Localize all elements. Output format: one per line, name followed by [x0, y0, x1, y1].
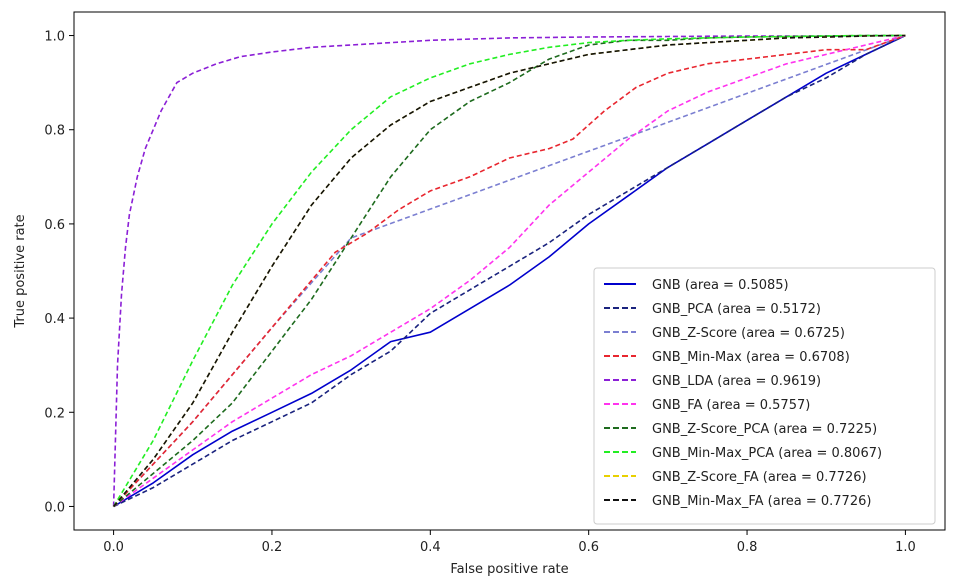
ticks-layer: 0.0 0.2 0.4 0.6 0.8 1.0 0.0 0.2 0.4 0.6 0.8 1.0: [44, 30, 915, 555]
legend-label-9: GNB_Min-Max_FA (area = 0.7726): [652, 494, 871, 509]
legend-label-2: GNB_Z-Score (area = 0.6725): [652, 326, 845, 341]
y-tick-label: 0.0: [44, 500, 65, 515]
y-axis-label: True positive rate: [13, 214, 28, 328]
legend-label-8: GNB_Z-Score_FA (area = 0.7726): [652, 470, 867, 485]
y-tick-label: 0.4: [44, 312, 65, 327]
x-tick-label: 1.0: [895, 540, 916, 555]
y-tick-label: 1.0: [44, 30, 65, 45]
legend-label-3: GNB_Min-Max (area = 0.6708): [652, 350, 850, 365]
legend-label-5: GNB_FA (area = 0.5757): [652, 398, 810, 413]
series-line-0: [113, 34, 906, 508]
x-axis-label: False positive rate: [450, 562, 568, 577]
legend-label-0: GNB (area = 0.5085): [652, 278, 789, 293]
series-line-2: [113, 34, 906, 508]
y-tick-label: 0.8: [44, 124, 65, 139]
x-tick-label: 0.0: [103, 540, 124, 555]
legend-label-7: GNB_Min-Max_PCA (area = 0.8067): [652, 446, 882, 461]
series-line-6: [113, 34, 906, 508]
x-tick-label: 0.4: [420, 540, 441, 555]
x-tick-label: 0.2: [262, 540, 283, 555]
legend-box: [593, 267, 936, 525]
plot-frame: [73, 11, 946, 531]
series-line-1: [113, 34, 906, 508]
series-line-5: [113, 34, 906, 508]
x-tick-label: 0.8: [737, 540, 758, 555]
legend-label-4: GNB_LDA (area = 0.9619): [652, 374, 821, 389]
legend: GNB (area = 0.5085) GNB_PCA (area = 0.517…: [593, 267, 936, 525]
series-layer: [112, 34, 906, 508]
series-line-7: [112, 34, 906, 507]
x-tick-label: 0.6: [578, 540, 599, 555]
y-tick-label: 0.6: [44, 218, 65, 233]
series-line-4: [112, 34, 906, 507]
legend-label-1: GNB_PCA (area = 0.5172): [652, 302, 821, 317]
y-tick-label: 0.2: [44, 406, 65, 421]
series-line-9: [112, 34, 906, 508]
series-line-3: [113, 34, 906, 508]
legend-label-6: GNB_Z-Score_PCA (area = 0.7225): [652, 422, 877, 437]
